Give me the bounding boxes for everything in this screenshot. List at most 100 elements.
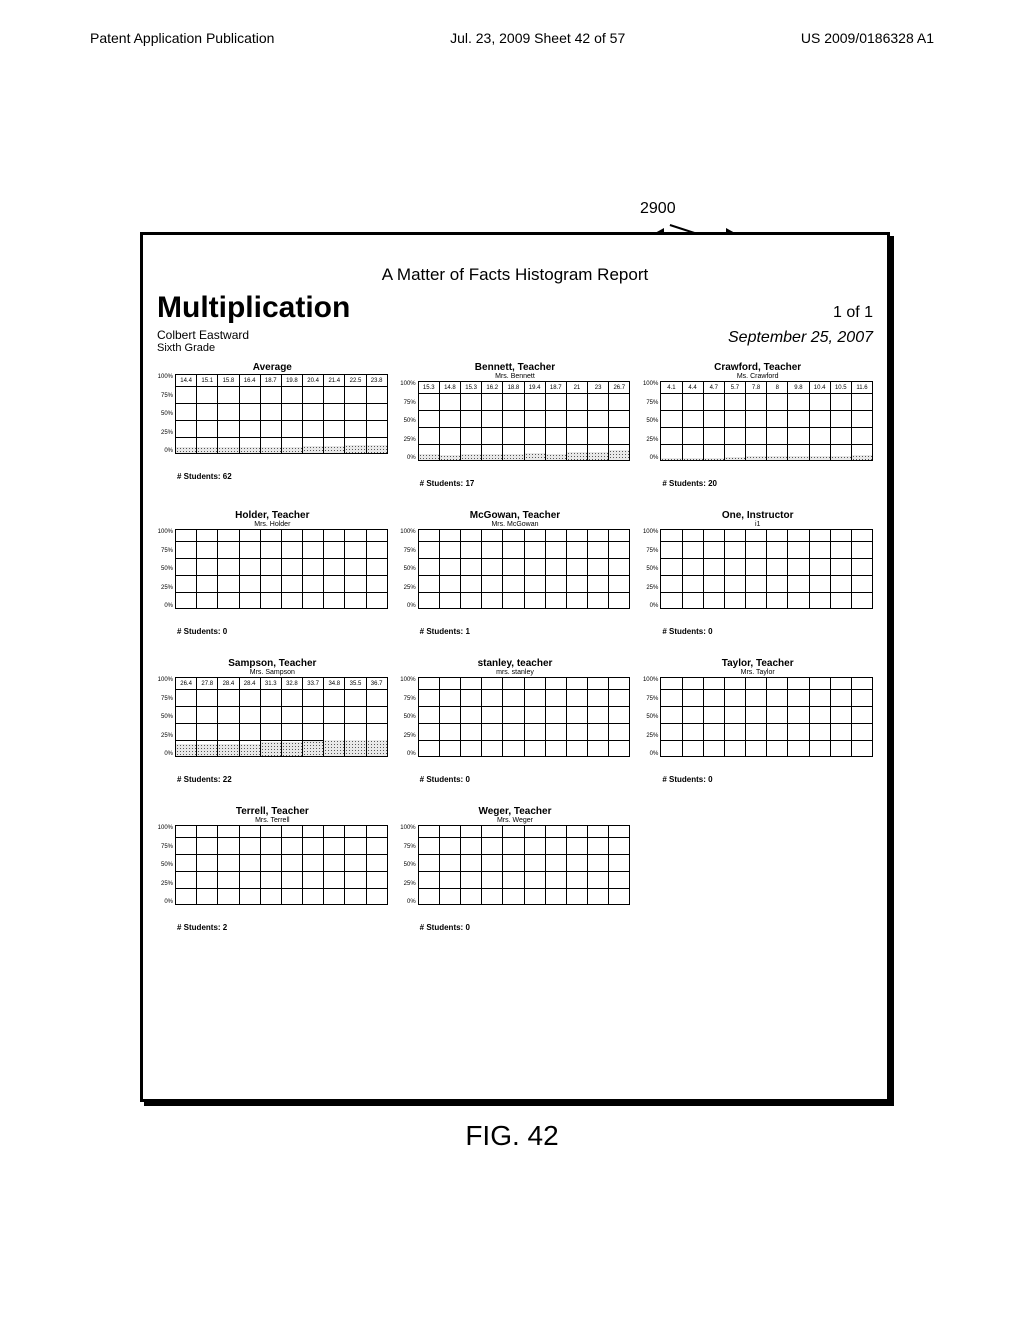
value-cell xyxy=(176,529,197,541)
value-cell: 10.4 xyxy=(810,381,831,393)
chart-y-axis: 100%75%50%25%0% xyxy=(400,825,418,905)
value-cell xyxy=(324,825,345,837)
y-tick: 75% xyxy=(400,844,416,850)
value-cell: 21 xyxy=(567,381,588,393)
chart-y-axis: 100%75%50%25%0% xyxy=(642,381,660,461)
y-tick: 100% xyxy=(642,677,658,683)
value-cell xyxy=(588,677,609,689)
value-cell: 18.7 xyxy=(261,374,282,386)
chart-y-axis: 100%75%50%25%0% xyxy=(157,825,175,905)
histogram-bar xyxy=(367,740,387,757)
histogram-bar xyxy=(831,456,851,461)
histogram-chart: Sampson, TeacherMrs. Sampson100%75%50%25… xyxy=(157,658,388,784)
chart-plot-area xyxy=(418,837,631,905)
y-tick: 0% xyxy=(642,603,658,609)
chart-y-axis: 100%75%50%25%0% xyxy=(400,529,418,609)
value-cell xyxy=(546,529,567,541)
y-tick: 0% xyxy=(400,899,416,905)
value-cell xyxy=(831,677,852,689)
y-tick: 75% xyxy=(400,548,416,554)
histogram-bar xyxy=(725,457,745,460)
value-cell xyxy=(282,825,303,837)
y-tick: 75% xyxy=(157,696,173,702)
y-tick: 50% xyxy=(642,714,658,720)
value-cell xyxy=(725,529,746,541)
ref-2900: 2900 xyxy=(640,200,676,218)
chart-subtitle: Ms. Crawford xyxy=(642,373,873,380)
y-tick: 75% xyxy=(642,400,658,406)
chart-subtitle: Mrs. Terrell xyxy=(157,817,388,824)
y-tick: 0% xyxy=(642,751,658,757)
value-cell xyxy=(240,529,261,541)
chart-plot-area xyxy=(660,393,873,461)
chart-plot-area xyxy=(418,689,631,757)
value-cell xyxy=(440,825,461,837)
histogram-bar xyxy=(567,452,587,460)
value-cell xyxy=(525,677,546,689)
value-cell xyxy=(419,677,440,689)
report-meta-left: Colbert Eastward Sixth Grade xyxy=(157,329,249,354)
value-cell: 22.5 xyxy=(345,374,366,386)
value-cell: 4.1 xyxy=(661,381,682,393)
school-name: Colbert Eastward xyxy=(157,329,249,342)
chart-subtitle: i1 xyxy=(642,521,873,528)
value-cell: 16.4 xyxy=(240,374,261,386)
y-tick: 50% xyxy=(157,714,173,720)
value-cell xyxy=(482,677,503,689)
value-cell: 28.4 xyxy=(218,677,239,689)
histogram-bar xyxy=(282,742,302,757)
value-cell xyxy=(810,677,831,689)
value-cell xyxy=(261,825,282,837)
value-cell xyxy=(218,825,239,837)
chart-y-axis: 100%75%50%25%0% xyxy=(400,381,418,461)
y-tick: 25% xyxy=(400,585,416,591)
y-tick: 75% xyxy=(642,696,658,702)
value-cell xyxy=(609,825,630,837)
y-tick: 25% xyxy=(157,733,173,739)
value-cell: 4.4 xyxy=(683,381,704,393)
histogram-bar xyxy=(704,458,724,461)
chart-value-labels: 15.314.815.316.218.819.418.7212326.7 xyxy=(418,381,631,393)
value-cell xyxy=(440,529,461,541)
histogram-chart: Taylor, TeacherMrs. Taylor100%75%50%25%0… xyxy=(642,658,873,784)
chart-plot-area xyxy=(418,393,631,461)
y-tick: 50% xyxy=(400,566,416,572)
y-tick: 0% xyxy=(157,899,173,905)
chart-title: Crawford, Teacher xyxy=(642,362,873,373)
histogram-bar xyxy=(261,447,281,454)
histogram-bar xyxy=(218,447,238,453)
y-tick: 25% xyxy=(400,437,416,443)
students-count: # Students: 0 xyxy=(642,775,873,784)
chart-title: Average xyxy=(157,362,388,373)
chart-subtitle: Mrs. Holder xyxy=(157,521,388,528)
value-cell xyxy=(367,825,388,837)
chart-y-axis: 100%75%50%25%0% xyxy=(157,529,175,609)
value-cell: 35.5 xyxy=(345,677,366,689)
value-cell xyxy=(282,529,303,541)
chart-y-axis: 100%75%50%25%0% xyxy=(157,677,175,757)
histogram-chart: Weger, TeacherMrs. Weger100%75%50%25%0%#… xyxy=(400,806,631,932)
value-cell: 15.3 xyxy=(419,381,440,393)
histogram-bar xyxy=(546,454,566,461)
chart-y-axis: 100%75%50%25%0% xyxy=(157,374,175,454)
value-cell: 34.8 xyxy=(324,677,345,689)
y-tick: 100% xyxy=(157,374,173,380)
value-cell xyxy=(197,529,218,541)
histogram-bar xyxy=(788,456,808,461)
chart-value-labels xyxy=(175,529,388,541)
histogram-chart: Average100%75%50%25%0%14.415.115.816.418… xyxy=(157,362,388,488)
value-cell xyxy=(831,529,852,541)
chart-subtitle: Mrs. Sampson xyxy=(157,669,388,676)
chart-title: Holder, Teacher xyxy=(157,510,388,521)
histogram-bar xyxy=(197,447,217,453)
value-cell xyxy=(546,677,567,689)
y-tick: 75% xyxy=(400,400,416,406)
histogram-bar xyxy=(609,450,629,460)
chart-plot-area xyxy=(175,689,388,757)
value-cell xyxy=(525,825,546,837)
value-cell xyxy=(303,529,324,541)
histogram-bar xyxy=(440,455,460,460)
chart-subtitle: Mrs. McGowan xyxy=(400,521,631,528)
value-cell: 14.8 xyxy=(440,381,461,393)
y-tick: 100% xyxy=(157,677,173,683)
